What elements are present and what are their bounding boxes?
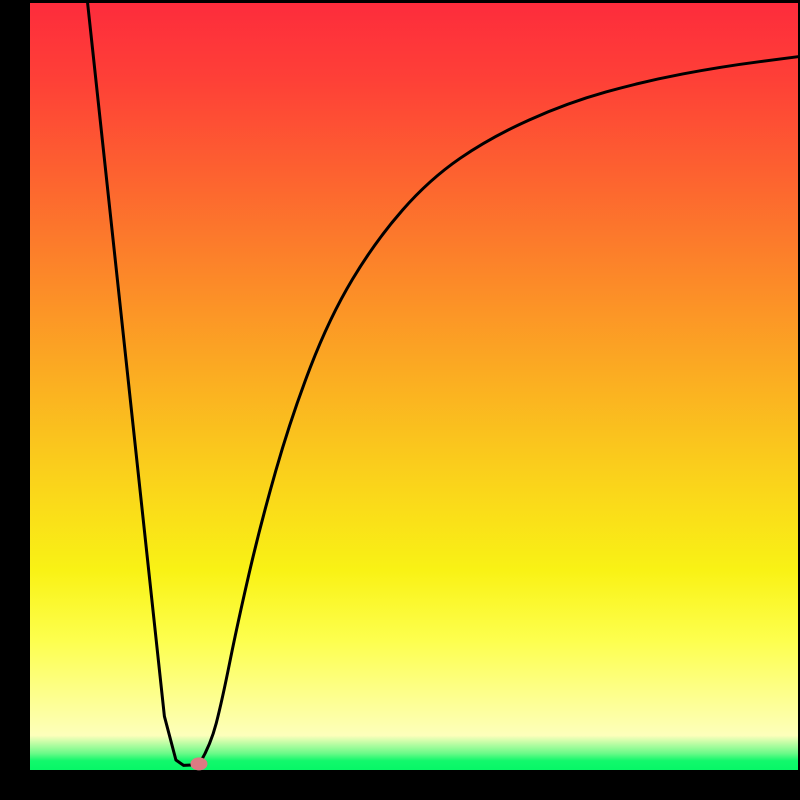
min-marker <box>191 758 207 770</box>
chart-svg <box>0 0 800 800</box>
bottleneck-chart: TheBottleneck.com <box>0 0 800 800</box>
plot-background <box>30 3 798 770</box>
plot-area <box>30 3 798 770</box>
